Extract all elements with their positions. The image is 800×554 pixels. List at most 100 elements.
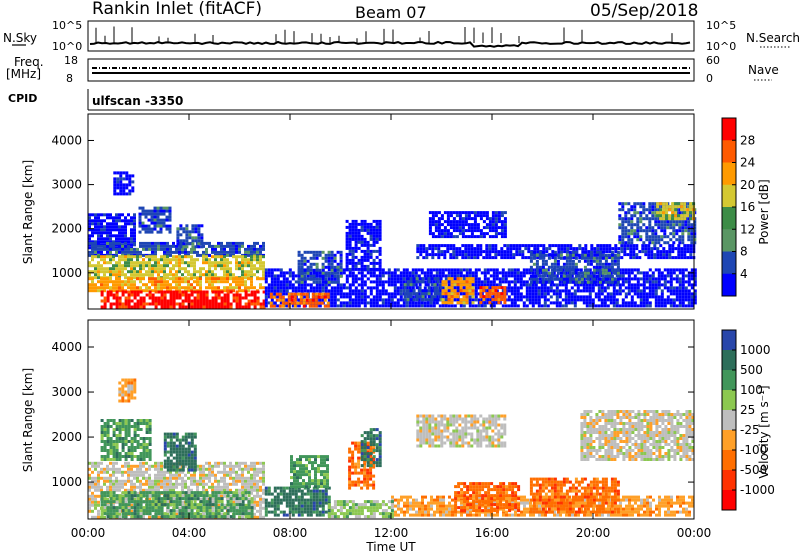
cell	[336, 277, 340, 281]
cell	[482, 220, 486, 224]
cell	[689, 247, 693, 251]
cell	[624, 292, 628, 296]
cell	[375, 228, 379, 232]
cell	[534, 295, 538, 299]
cell	[426, 271, 430, 275]
cell	[681, 271, 685, 275]
cell	[434, 220, 438, 224]
cell	[160, 244, 163, 248]
cell	[372, 243, 376, 247]
cell	[408, 274, 412, 278]
cell	[103, 247, 106, 251]
cell	[452, 244, 456, 248]
cell	[672, 271, 676, 275]
cell	[297, 271, 301, 275]
cell	[538, 268, 542, 272]
cell	[546, 292, 550, 296]
cell	[163, 299, 167, 303]
cell	[641, 250, 645, 254]
cell	[226, 296, 230, 300]
cell	[235, 241, 238, 245]
cell	[630, 241, 634, 245]
cell	[151, 277, 154, 281]
cell	[226, 273, 229, 277]
cell	[121, 264, 124, 268]
cell	[471, 301, 475, 305]
cell	[513, 304, 517, 308]
cell	[188, 233, 192, 237]
cell	[503, 223, 507, 227]
cell	[467, 256, 471, 260]
cell	[357, 231, 361, 235]
cell	[473, 226, 477, 230]
cell	[559, 253, 563, 257]
cell	[421, 289, 425, 293]
cell	[196, 283, 199, 287]
cell	[678, 277, 682, 281]
cell	[163, 258, 166, 262]
cell	[642, 223, 646, 227]
cell	[285, 292, 289, 296]
cell	[324, 286, 328, 290]
cell	[626, 244, 630, 248]
cell	[115, 222, 118, 226]
cell	[639, 217, 643, 221]
cell	[309, 265, 313, 269]
cell	[594, 295, 598, 299]
cell	[657, 235, 661, 239]
cell	[127, 302, 131, 306]
cell	[571, 277, 575, 281]
cell	[163, 302, 167, 306]
cell	[157, 286, 160, 290]
cell	[464, 253, 468, 257]
cell	[690, 268, 694, 272]
cell	[525, 283, 529, 287]
cell	[488, 295, 492, 299]
cell	[354, 298, 358, 302]
cell	[324, 256, 328, 260]
cell	[106, 488, 109, 492]
cell	[162, 224, 166, 228]
cell	[112, 461, 115, 465]
cell	[145, 261, 148, 265]
cell	[447, 298, 451, 302]
cell	[516, 286, 520, 290]
cell	[287, 298, 291, 302]
cell	[91, 464, 94, 468]
cell	[427, 277, 431, 281]
cell	[615, 298, 619, 302]
cell	[217, 241, 220, 245]
cell	[321, 298, 325, 302]
cell	[106, 240, 109, 244]
cell	[136, 476, 139, 480]
cell	[583, 250, 587, 254]
cell	[645, 298, 649, 302]
cell	[659, 217, 663, 221]
cell	[671, 211, 675, 215]
cell	[148, 473, 151, 477]
cell	[447, 289, 451, 293]
cell	[545, 247, 549, 251]
cell	[333, 301, 337, 305]
cell	[660, 289, 664, 293]
cell	[409, 292, 413, 296]
cell	[440, 229, 444, 233]
cell	[595, 256, 599, 260]
cell	[223, 305, 227, 309]
cell	[586, 274, 590, 278]
cell	[483, 277, 487, 281]
cell	[378, 277, 382, 281]
cell	[121, 255, 124, 259]
cell	[124, 237, 127, 241]
cell	[648, 235, 652, 239]
cell	[482, 286, 486, 290]
cell	[588, 283, 592, 287]
cell	[124, 500, 127, 504]
cell	[494, 247, 498, 251]
cell	[153, 224, 157, 228]
cell	[91, 286, 94, 290]
cell	[115, 219, 118, 223]
cell	[324, 265, 328, 269]
cell	[605, 250, 609, 254]
